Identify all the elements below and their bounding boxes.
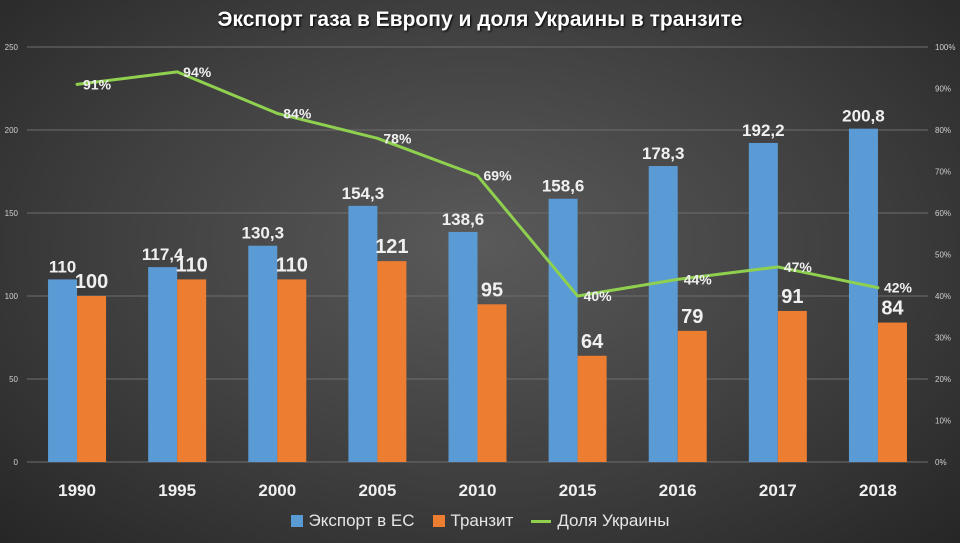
bar-export: [348, 205, 378, 462]
chart-title: Экспорт газа в Европу и доля Украины в т…: [217, 8, 743, 31]
share-point: [876, 286, 880, 290]
y-right-tick-label: 90%: [935, 85, 951, 94]
data-label-share: 78%: [383, 130, 412, 146]
data-label-export: 178,3: [642, 144, 685, 163]
legend-item-export: Экспорт в ЕС: [290, 511, 415, 531]
legend-swatch-export: [290, 515, 303, 527]
bar-export: [848, 128, 878, 462]
legend-item-share: Доля Украины: [531, 511, 669, 531]
data-label-export: 117,4: [142, 245, 184, 264]
x-tick-label: 2015: [559, 481, 597, 500]
data-label-share: 69%: [484, 168, 513, 184]
share-point: [676, 277, 680, 281]
data-label-share: 40%: [584, 288, 613, 304]
data-label-transit: 64: [581, 331, 604, 353]
bar-transit: [777, 310, 807, 462]
x-tick-label: 1995: [158, 481, 196, 500]
x-tick-label: 1990: [58, 481, 96, 500]
legend-swatch-share: [531, 519, 552, 523]
bar-transit: [577, 355, 607, 462]
bar-transit: [377, 261, 407, 462]
y-left-tick-label: 100: [5, 292, 19, 301]
data-label-transit: 84: [881, 298, 904, 320]
y-right-tick-label: 60%: [935, 209, 951, 218]
legend-label-export: Экспорт в ЕС: [308, 511, 415, 530]
legend-swatch-transit: [432, 515, 445, 527]
data-label-share: 42%: [884, 280, 913, 296]
share-point: [476, 174, 479, 178]
y-right-tick-label: 40%: [935, 292, 951, 301]
bar-transit: [177, 279, 207, 462]
y-left-tick-label: 150: [5, 209, 19, 218]
data-label-export: 138,6: [442, 210, 485, 229]
y-right-tick-label: 70%: [935, 168, 951, 177]
legend-label-share: Доля Украины: [557, 511, 670, 530]
data-label-transit: 100: [75, 271, 108, 293]
share-point: [375, 136, 379, 140]
y-right-tick-label: 0%: [935, 458, 947, 467]
data-label-transit: 95: [481, 279, 503, 301]
bar-export: [548, 198, 578, 462]
y-right-tick-label: 30%: [935, 334, 951, 343]
y-left-tick-label: 50: [9, 375, 18, 384]
bar-export: [448, 231, 478, 462]
legend-item-transit: Транзит: [432, 511, 514, 531]
x-tick-label: 2005: [358, 481, 396, 500]
share-point: [275, 111, 279, 115]
data-label-transit: 91: [781, 286, 803, 308]
y-right-tick-label: 100%: [935, 43, 955, 52]
x-tick-label: 2017: [759, 481, 797, 500]
data-label-transit: 121: [375, 236, 408, 258]
legend-label-transit: Транзит: [450, 511, 514, 530]
data-label-export: 192,2: [742, 121, 785, 140]
legend: Экспорт в ЕС Транзит Доля Украины: [0, 511, 960, 531]
data-label-share: 91%: [83, 76, 112, 92]
y-left-tick-label: 250: [5, 43, 19, 52]
bar-export: [148, 267, 178, 462]
data-label-export: 200,8: [842, 107, 885, 126]
data-label-transit: 110: [176, 254, 208, 276]
data-label-transit: 110: [276, 254, 308, 276]
bar-transit: [477, 304, 507, 462]
bar-transit: [877, 322, 907, 462]
data-label-share: 94%: [183, 64, 212, 80]
share-point: [776, 265, 780, 269]
y-right-tick-label: 20%: [935, 375, 951, 384]
data-label-export: 130,3: [242, 224, 285, 243]
data-label-transit: 79: [681, 306, 703, 328]
y-left-tick-label: 0: [14, 458, 19, 467]
y-right-tick-label: 80%: [935, 126, 951, 135]
bar-export: [648, 166, 678, 462]
x-tick-label: 2010: [459, 481, 497, 500]
y-right-tick-label: 50%: [935, 251, 951, 260]
share-point: [175, 70, 179, 74]
bar-transit: [677, 330, 707, 462]
bar-transit: [77, 296, 107, 462]
share-point: [75, 82, 79, 86]
bar-transit: [277, 279, 307, 462]
data-label-share: 44%: [684, 271, 713, 287]
data-label-export: 110: [49, 257, 76, 276]
y-right-tick-label: 10%: [935, 417, 951, 426]
bar-export: [748, 142, 778, 462]
bar-export: [48, 279, 78, 462]
bar-export: [248, 245, 278, 462]
data-label-share: 84%: [283, 105, 312, 121]
data-label-export: 154,3: [342, 184, 385, 203]
data-label-share: 47%: [784, 259, 813, 275]
x-tick-label: 2000: [258, 481, 296, 500]
x-tick-label: 2018: [859, 481, 897, 500]
share-point: [576, 294, 580, 298]
x-tick-label: 2016: [659, 481, 697, 500]
y-left-tick-label: 200: [5, 126, 19, 135]
data-label-export: 158,6: [542, 177, 585, 196]
